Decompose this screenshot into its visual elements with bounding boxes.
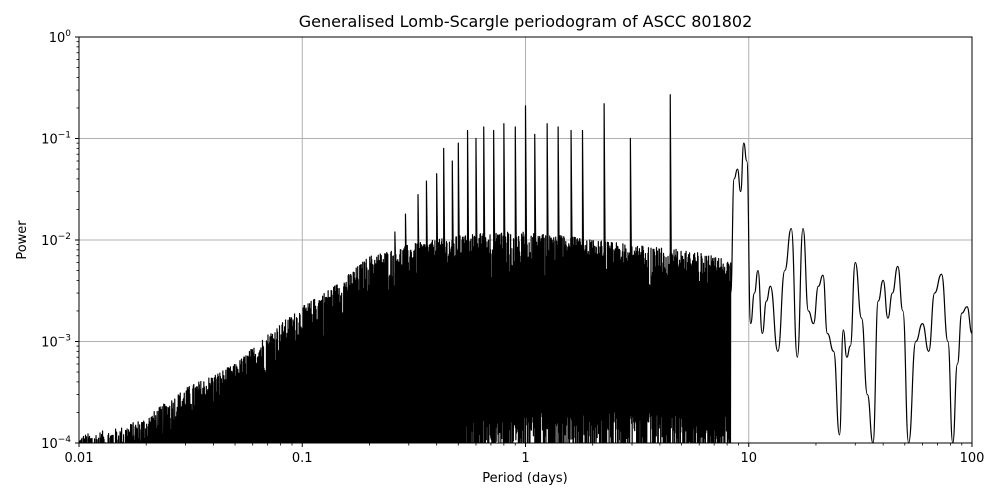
x-tick-label: 0.01 — [65, 451, 94, 466]
x-axis-label: Period (days) — [482, 471, 568, 486]
x-tick-label: 1 — [521, 451, 529, 466]
y-tick-label: 10−4 — [41, 435, 71, 452]
x-tick-labels: 0.01 0.1 1 10 100 — [65, 451, 985, 466]
x-tick-label: 0.1 — [292, 451, 313, 466]
y-tick-label: 10−3 — [41, 334, 71, 351]
x-tick-label: 100 — [960, 451, 985, 466]
y-tick-labels: 10−4 10−3 10−2 10−1 100 — [41, 29, 71, 452]
x-tick-label: 10 — [740, 451, 757, 466]
y-tick-label: 10−2 — [41, 232, 71, 249]
axis-ticks — [75, 36, 973, 447]
periodogram-line — [79, 94, 972, 443]
chart-title: Generalised Lomb-Scargle periodogram of … — [298, 12, 753, 31]
y-tick-label: 10−1 — [41, 131, 71, 148]
y-axis-label: Power — [15, 220, 30, 260]
y-tick-label: 100 — [49, 29, 72, 46]
